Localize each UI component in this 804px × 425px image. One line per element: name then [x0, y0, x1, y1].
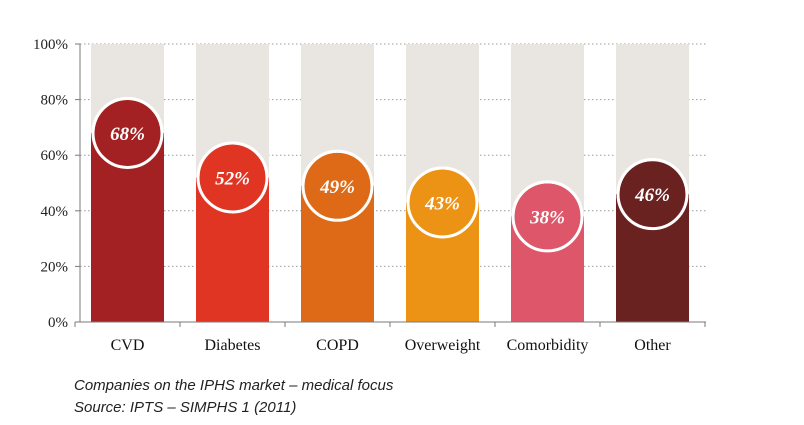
bubble-outline — [91, 96, 164, 169]
y-tick-label: 0% — [48, 315, 68, 331]
value-bubble — [619, 161, 686, 228]
value-bubble — [94, 99, 161, 166]
background-bars — [91, 44, 689, 322]
value-bubble — [199, 144, 266, 211]
category-label: Comorbidity — [507, 337, 589, 354]
y-tick-label: 60% — [41, 148, 69, 164]
category-label: COPD — [316, 337, 359, 354]
caption-title: Companies on the IPHS market – medical f… — [74, 377, 394, 394]
category-label: Diabetes — [205, 337, 261, 354]
bars — [91, 96, 689, 322]
category-label: CVD — [111, 337, 145, 354]
data-label: 38% — [529, 207, 565, 228]
bar-chart: 0% 20% 40% 60% 80% 100% 68% CVD 52% Diabetes 49% CO… — [33, 37, 706, 354]
y-tick-label: 40% — [41, 204, 69, 220]
data-label: 68% — [110, 124, 145, 145]
data-label: 46% — [634, 185, 670, 206]
bubble-outline — [511, 180, 584, 253]
value-bubble — [514, 183, 581, 250]
bubble-outline — [616, 158, 689, 231]
bubble-outline — [196, 141, 269, 214]
y-tick-label: 20% — [41, 259, 69, 275]
value-bubble — [409, 169, 476, 236]
caption-source: Source: IPTS – SIMPHS 1 (2011) — [74, 399, 297, 416]
data-label: 43% — [424, 193, 460, 214]
labels: 0% 20% 40% 60% 80% 100% 68% CVD 52% Diabetes 49% CO… — [33, 37, 671, 354]
bubble-outline — [301, 149, 374, 222]
axes — [74, 43, 706, 327]
bubble-outline — [406, 166, 479, 239]
category-label: Other — [634, 337, 671, 354]
y-tick-label: 100% — [33, 37, 68, 53]
category-label: Overweight — [405, 337, 481, 354]
y-tick-label: 80% — [41, 93, 69, 109]
gridlines — [80, 43, 706, 267]
data-label: 49% — [319, 177, 355, 198]
value-bubble — [304, 152, 371, 219]
data-label: 52% — [215, 168, 250, 189]
